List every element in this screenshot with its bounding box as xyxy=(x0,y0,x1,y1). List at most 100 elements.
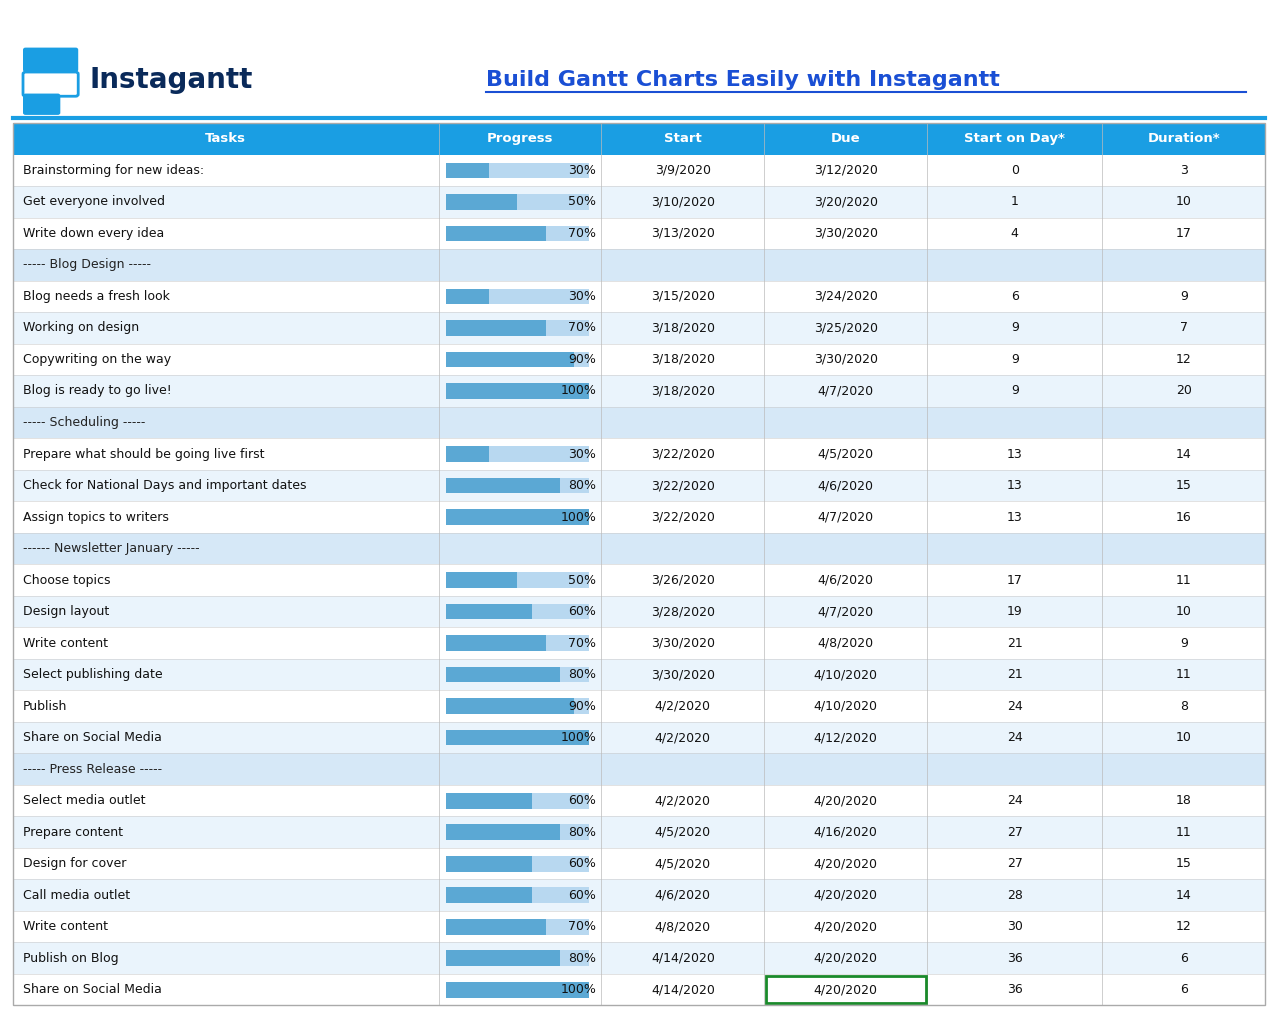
Text: 4/2/2020: 4/2/2020 xyxy=(654,700,711,713)
FancyBboxPatch shape xyxy=(446,856,589,871)
FancyBboxPatch shape xyxy=(13,785,1265,817)
Text: 6: 6 xyxy=(1011,290,1019,303)
Text: 20: 20 xyxy=(1176,385,1192,397)
Text: Write content: Write content xyxy=(23,636,109,649)
Text: 4/16/2020: 4/16/2020 xyxy=(814,826,878,838)
Text: 3/18/2020: 3/18/2020 xyxy=(651,353,714,366)
FancyBboxPatch shape xyxy=(13,974,1265,1005)
Text: 0: 0 xyxy=(1011,164,1019,176)
Text: 3/9/2020: 3/9/2020 xyxy=(654,164,711,176)
FancyBboxPatch shape xyxy=(23,72,78,96)
FancyBboxPatch shape xyxy=(446,383,589,399)
Text: 4/8/2020: 4/8/2020 xyxy=(818,636,874,649)
Text: 8: 8 xyxy=(1180,700,1187,713)
Text: 3/30/2020: 3/30/2020 xyxy=(814,227,878,240)
Text: 4/8/2020: 4/8/2020 xyxy=(654,920,711,934)
Text: 4/7/2020: 4/7/2020 xyxy=(818,511,874,523)
Text: Prepare content: Prepare content xyxy=(23,826,123,838)
FancyBboxPatch shape xyxy=(446,919,589,935)
FancyBboxPatch shape xyxy=(446,699,574,714)
Text: 3/10/2020: 3/10/2020 xyxy=(651,195,714,208)
FancyBboxPatch shape xyxy=(446,573,518,588)
FancyBboxPatch shape xyxy=(446,478,589,494)
Text: Copywriting on the way: Copywriting on the way xyxy=(23,353,171,366)
Text: 15: 15 xyxy=(1176,479,1192,492)
Text: 80%: 80% xyxy=(569,668,597,681)
FancyBboxPatch shape xyxy=(0,0,1278,123)
Text: Check for National Days and important dates: Check for National Days and important da… xyxy=(23,479,307,492)
FancyBboxPatch shape xyxy=(446,699,589,714)
Text: 12: 12 xyxy=(1176,353,1191,366)
Text: 3/22/2020: 3/22/2020 xyxy=(651,511,714,523)
Text: 4/5/2020: 4/5/2020 xyxy=(818,447,874,461)
FancyBboxPatch shape xyxy=(446,194,589,209)
Text: Tasks: Tasks xyxy=(206,132,247,146)
FancyBboxPatch shape xyxy=(446,603,589,620)
Text: 70%: 70% xyxy=(569,636,597,649)
Text: 4/20/2020: 4/20/2020 xyxy=(814,794,878,807)
Text: 24: 24 xyxy=(1007,794,1022,807)
Text: Publish: Publish xyxy=(23,700,68,713)
Text: 6: 6 xyxy=(1180,983,1187,996)
Text: 11: 11 xyxy=(1176,668,1191,681)
Text: 1: 1 xyxy=(1011,195,1019,208)
Text: 3/30/2020: 3/30/2020 xyxy=(651,668,714,681)
Text: 30%: 30% xyxy=(569,447,597,461)
Text: 60%: 60% xyxy=(569,605,597,618)
FancyBboxPatch shape xyxy=(446,887,589,903)
FancyBboxPatch shape xyxy=(13,406,1265,438)
FancyBboxPatch shape xyxy=(446,603,532,620)
FancyBboxPatch shape xyxy=(13,470,1265,502)
Text: 4/10/2020: 4/10/2020 xyxy=(814,668,878,681)
Text: 4/7/2020: 4/7/2020 xyxy=(818,605,874,618)
Text: Working on design: Working on design xyxy=(23,321,139,334)
FancyBboxPatch shape xyxy=(13,123,1265,155)
FancyBboxPatch shape xyxy=(446,729,589,746)
FancyBboxPatch shape xyxy=(446,635,589,650)
Text: 100%: 100% xyxy=(561,732,597,744)
Text: Select media outlet: Select media outlet xyxy=(23,794,146,807)
FancyBboxPatch shape xyxy=(446,320,546,336)
Text: 9: 9 xyxy=(1011,385,1019,397)
FancyBboxPatch shape xyxy=(446,824,560,840)
Text: 3/24/2020: 3/24/2020 xyxy=(814,290,878,303)
Text: 90%: 90% xyxy=(569,700,597,713)
Text: 27: 27 xyxy=(1007,826,1022,838)
Text: 13: 13 xyxy=(1007,479,1022,492)
Text: 60%: 60% xyxy=(569,857,597,870)
Text: 3/13/2020: 3/13/2020 xyxy=(651,227,714,240)
Text: 80%: 80% xyxy=(569,479,597,492)
Text: 17: 17 xyxy=(1007,574,1022,587)
Text: 4/7/2020: 4/7/2020 xyxy=(818,385,874,397)
Text: 24: 24 xyxy=(1007,700,1022,713)
FancyBboxPatch shape xyxy=(446,478,560,494)
FancyBboxPatch shape xyxy=(446,982,589,997)
Text: 24: 24 xyxy=(1007,732,1022,744)
FancyBboxPatch shape xyxy=(446,573,589,588)
FancyBboxPatch shape xyxy=(13,281,1265,312)
Text: Design layout: Design layout xyxy=(23,605,109,618)
Text: 50%: 50% xyxy=(569,574,597,587)
FancyBboxPatch shape xyxy=(446,982,589,997)
Text: 4/6/2020: 4/6/2020 xyxy=(818,574,874,587)
Text: 10: 10 xyxy=(1176,732,1192,744)
Text: 21: 21 xyxy=(1007,668,1022,681)
Text: 4/2/2020: 4/2/2020 xyxy=(654,794,711,807)
Text: 10: 10 xyxy=(1176,195,1192,208)
FancyBboxPatch shape xyxy=(23,47,78,72)
Text: 3/20/2020: 3/20/2020 xyxy=(814,195,878,208)
FancyBboxPatch shape xyxy=(13,596,1265,627)
Text: 3/15/2020: 3/15/2020 xyxy=(651,290,714,303)
FancyBboxPatch shape xyxy=(446,194,518,209)
Text: 4/14/2020: 4/14/2020 xyxy=(651,983,714,996)
FancyBboxPatch shape xyxy=(446,667,560,682)
Text: 13: 13 xyxy=(1007,511,1022,523)
FancyBboxPatch shape xyxy=(13,155,1265,186)
FancyBboxPatch shape xyxy=(446,919,546,935)
FancyBboxPatch shape xyxy=(446,383,589,399)
Text: Write content: Write content xyxy=(23,920,109,934)
Text: Instagantt: Instagantt xyxy=(89,66,253,93)
FancyBboxPatch shape xyxy=(13,753,1265,785)
Text: 30: 30 xyxy=(1007,920,1022,934)
Text: 80%: 80% xyxy=(569,826,597,838)
